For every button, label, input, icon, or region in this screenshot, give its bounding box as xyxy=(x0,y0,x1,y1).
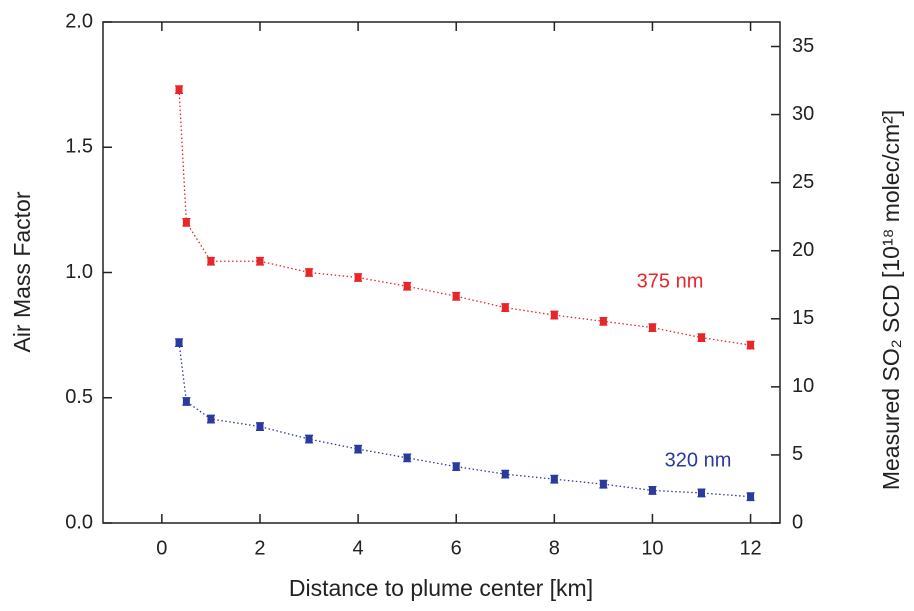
y2-tick-label: 30 xyxy=(792,103,814,125)
x-tick-label: 10 xyxy=(641,537,663,559)
marker xyxy=(501,304,509,312)
x-tick-label: 6 xyxy=(451,537,462,559)
y-tick-label: 0.0 xyxy=(65,511,93,533)
y-tick-label: 1.5 xyxy=(65,136,93,158)
y2-tick-label: 0 xyxy=(792,511,803,533)
y-tick-label: 0.5 xyxy=(65,386,93,408)
marker xyxy=(747,493,755,501)
y2-tick-label: 35 xyxy=(792,35,814,57)
x-tick-label: 4 xyxy=(353,537,364,559)
series-label: 375 nm xyxy=(637,270,704,292)
series-label: 320 nm xyxy=(665,449,732,471)
marker xyxy=(305,269,313,276)
series-line xyxy=(178,89,751,346)
marker xyxy=(207,257,215,265)
marker xyxy=(550,311,558,319)
marker xyxy=(501,470,509,478)
x-tick-label: 12 xyxy=(739,537,761,559)
marker xyxy=(175,86,183,94)
marker xyxy=(182,398,190,406)
marker xyxy=(747,341,755,349)
marker xyxy=(550,475,558,483)
marker xyxy=(648,324,656,332)
marker xyxy=(207,415,215,423)
marker xyxy=(403,454,411,462)
marker xyxy=(305,435,313,443)
y2-tick-label: 5 xyxy=(792,443,803,465)
marker xyxy=(403,282,411,290)
y-tick-label: 1.0 xyxy=(65,261,93,283)
marker xyxy=(698,489,706,497)
x-tick-label: 8 xyxy=(549,537,560,559)
marker xyxy=(452,292,460,300)
y-axis-title: Air Mass Factor xyxy=(9,191,35,352)
marker xyxy=(256,257,264,265)
y2-tick-label: 10 xyxy=(792,375,814,397)
y2-tick-label: 15 xyxy=(792,307,814,329)
marker xyxy=(599,480,607,488)
x-tick-label: 0 xyxy=(156,537,167,559)
marker xyxy=(182,218,190,226)
x-tick-label: 2 xyxy=(254,537,265,559)
x-axis-title: Distance to plume center [km] xyxy=(289,575,593,601)
marker xyxy=(256,423,264,431)
y-tick-label: 2.0 xyxy=(65,10,93,32)
series-line xyxy=(178,342,751,498)
marker xyxy=(648,486,656,494)
y2-axis-title: Measured SO₂ SCD [10¹⁸ molec/cm²] xyxy=(878,110,904,490)
y2-tick-label: 20 xyxy=(792,239,814,261)
marker xyxy=(698,334,706,342)
marker xyxy=(452,463,460,471)
marker xyxy=(354,445,362,453)
marker xyxy=(354,274,362,282)
marker xyxy=(599,317,607,325)
y2-tick-label: 25 xyxy=(792,171,814,193)
marker xyxy=(175,339,183,347)
